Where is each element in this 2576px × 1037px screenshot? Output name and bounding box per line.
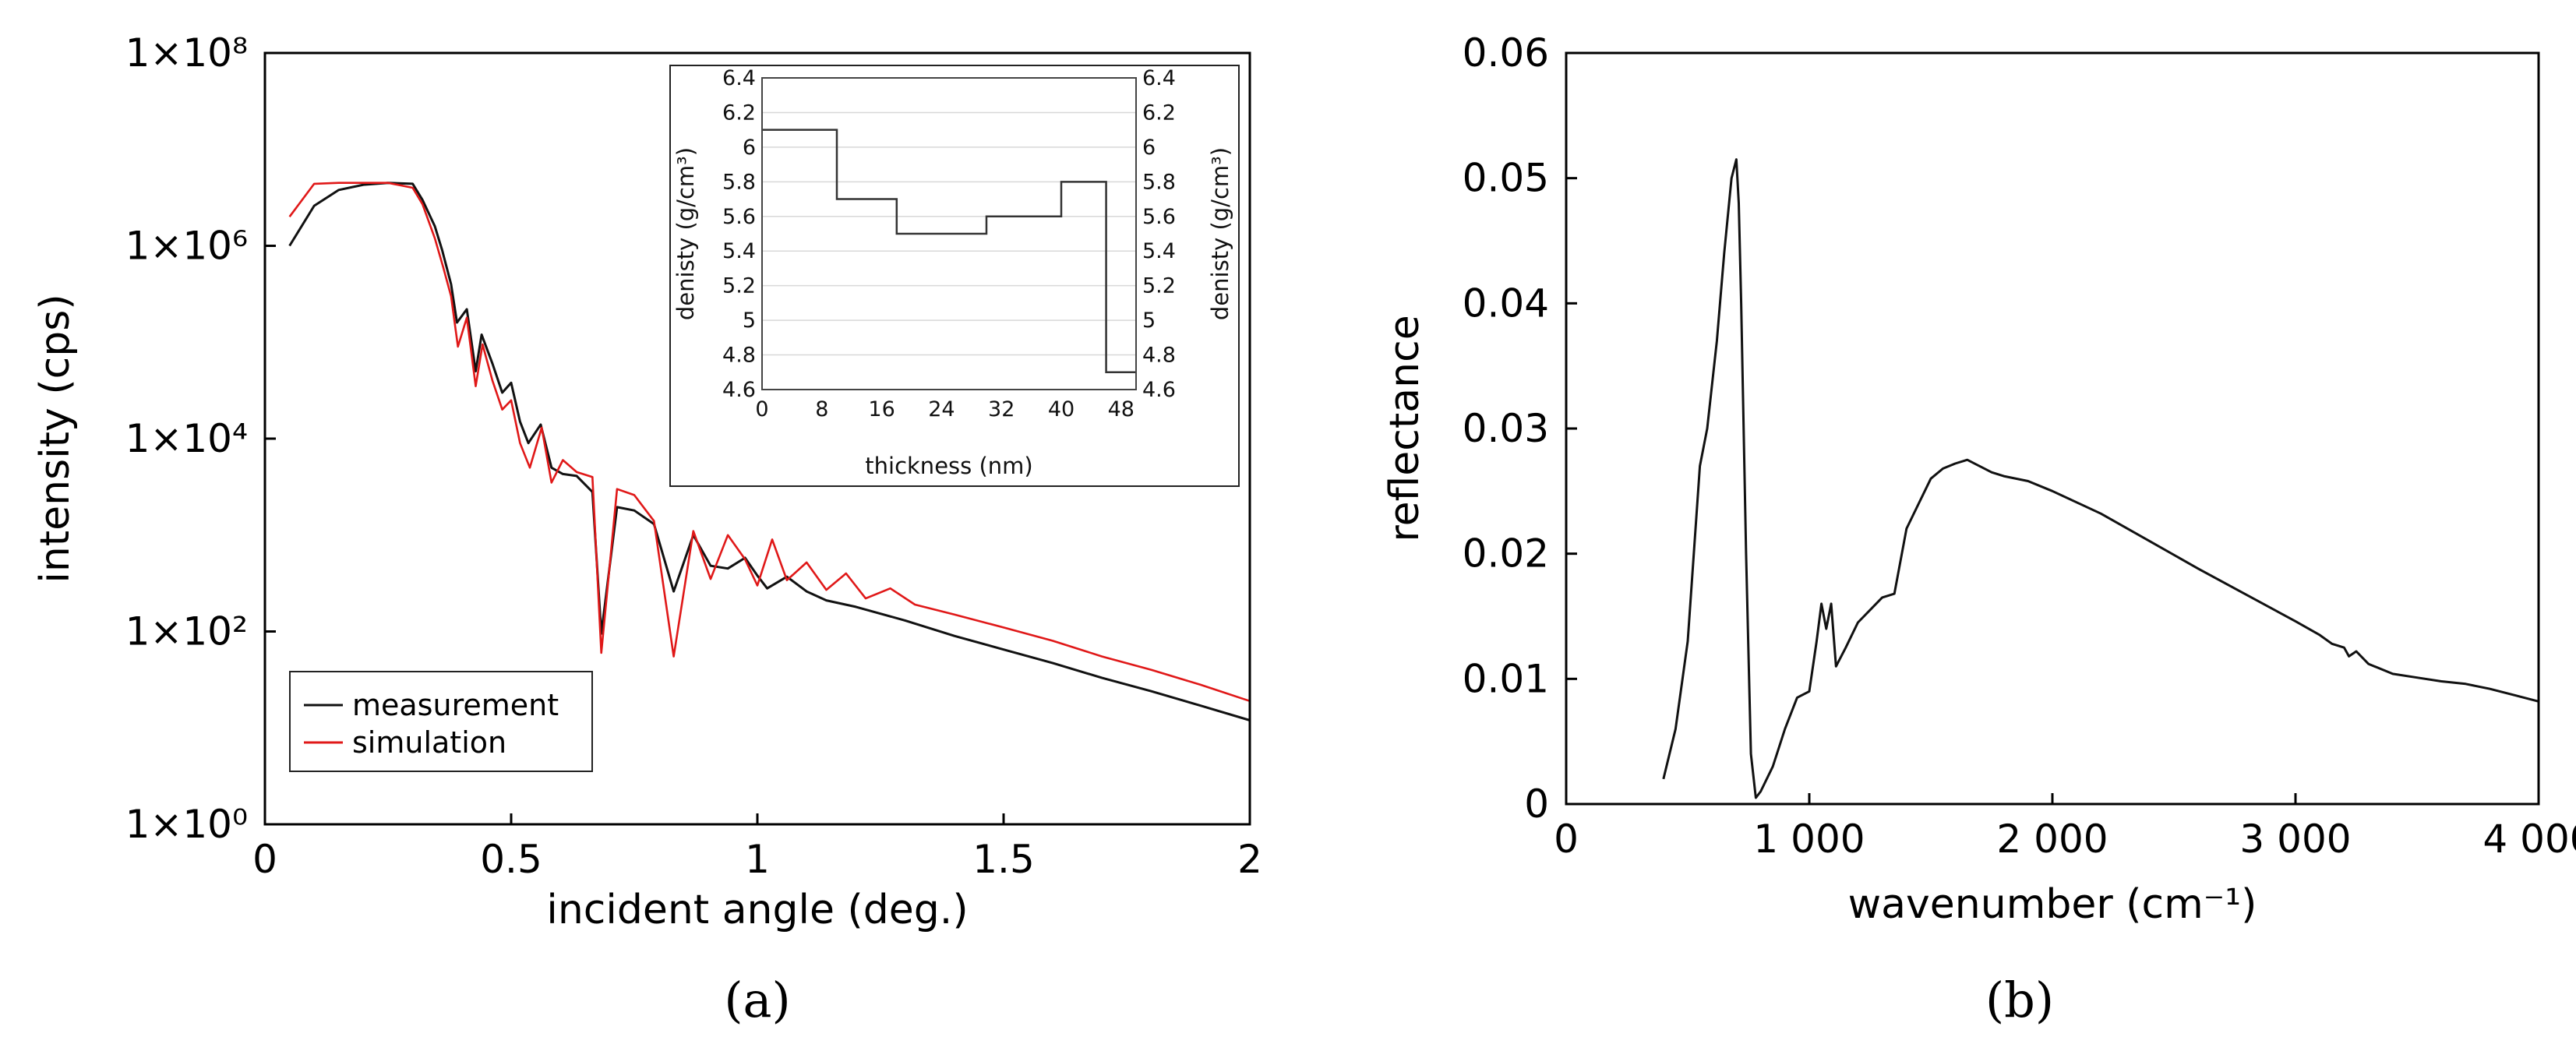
y-tick-label: 0.06: [1463, 30, 1549, 76]
panel-b-xticks: 0 1 000 2 000 3 000 4 000: [1554, 793, 2576, 862]
panel-b-series: [1662, 158, 2539, 799]
inset-y-tick-label-right: 5.4: [1142, 239, 1176, 263]
y-tick-label: 1×10²: [125, 609, 248, 654]
series-line-reflectance: [1662, 158, 2539, 799]
inset-y-tick-label-left: 5.2: [722, 274, 756, 298]
panel-a-legend: measurement simulation: [289, 671, 593, 772]
panel-b-plot-frame: [1565, 51, 2540, 806]
panel-a-series: [288, 182, 1251, 721]
x-tick-label: 1 000: [1753, 817, 1865, 862]
inset-y-tick-label-left: 5.6: [722, 205, 756, 229]
inset-x-tick-label: 8: [815, 397, 828, 422]
inset-y-tick-label-left: 5.8: [722, 170, 756, 194]
y-tick-label: 0.02: [1463, 531, 1549, 577]
inset-box: [669, 65, 1240, 487]
inset-y-tick-label-right: 5.6: [1142, 205, 1176, 229]
inset-y-tick-label-left: 6: [743, 136, 756, 160]
y-tick-label: 1×10⁶: [125, 224, 248, 269]
panel-a-y-axis-label: intensity (cps): [32, 294, 79, 583]
inset-xticks: 0 8 16 24 32 40 48: [755, 397, 1134, 422]
inset-yticks: 4.6 4.6 4.8 4.8 5 5 5.2 5.2 5.4 5.4 5.6 5.6 5.8 5.8 6 6…: [722, 66, 1176, 402]
panel-a-xticks: 0 0.5 1 1.5 2: [252, 813, 1262, 882]
x-tick-label: 0: [252, 837, 277, 882]
inset-y-tick-label-left: 5.4: [722, 239, 756, 263]
inset-y-tick-label-left: 4.8: [722, 344, 756, 368]
inset-y-tick-label-right: 6: [1142, 136, 1156, 160]
inset-x-tick-label: 32: [988, 397, 1015, 422]
panel-a-yticks: 1×10⁰ 1×10² 1×10⁴ 1×10⁶ 1×10⁸: [125, 30, 276, 847]
inset-x-axis-label: thickness (nm): [865, 453, 1032, 479]
y-tick-label: 1×10⁴: [125, 416, 248, 461]
panel-a-x-axis-label: incident angle (deg.): [546, 887, 968, 933]
panel-a-label: (a): [724, 972, 790, 1028]
panel-b: 0 0.01 0.02 0.03 0.04 0.05 0.06 0 1 000 2 000 3 0…: [1382, 30, 2576, 1028]
inset-y-tick-label-left: 5: [743, 309, 756, 333]
y-tick-label: 0.01: [1463, 656, 1549, 701]
legend-label-simulation: simulation: [352, 725, 506, 760]
series-line-simulation: [288, 182, 1251, 703]
x-tick-label: 0: [1554, 817, 1579, 862]
inset-y-tick-label-right: 6.2: [1142, 101, 1176, 125]
y-tick-label: 0.04: [1463, 280, 1549, 326]
x-tick-label: 0.5: [480, 837, 542, 882]
panel-a: 1×10⁰ 1×10² 1×10⁴ 1×10⁶ 1×10⁸ 0 0.5 1 1.5 2 inci…: [32, 30, 1262, 1028]
x-tick-label: 2 000: [1996, 817, 2108, 862]
inset-x-tick-label: 24: [928, 397, 955, 422]
inset-x-tick-label: 40: [1048, 397, 1075, 422]
x-tick-label: 3 000: [2239, 817, 2351, 862]
y-tick-label: 0.05: [1463, 156, 1549, 201]
panel-b-label: (b): [1985, 972, 2054, 1028]
panel-b-y-axis-label: reflectance: [1382, 315, 1428, 541]
inset-y-tick-label-left: 6.4: [722, 66, 756, 90]
inset-y-tick-label-right: 5: [1142, 309, 1156, 333]
y-tick-label: 1×10⁰: [125, 802, 248, 847]
inset-y-axis-label-left: denisty (g/cm³): [672, 147, 699, 320]
inset-y-tick-label-right: 5.8: [1142, 170, 1176, 194]
legend-box: [289, 671, 593, 772]
inset-plot-frame: [761, 77, 1137, 390]
x-tick-label: 4 000: [2482, 817, 2576, 862]
inset-y-tick-label-right: 4.6: [1142, 378, 1176, 402]
panel-b-yticks: 0 0.01 0.02 0.03 0.04 0.05 0.06: [1463, 30, 1577, 827]
inset-x-tick-label: 0: [755, 397, 768, 422]
legend-label-measurement: measurement: [352, 688, 559, 722]
x-tick-label: 1.5: [972, 837, 1035, 882]
inset-y-tick-label-left: 6.2: [722, 101, 756, 125]
y-tick-label: 0.03: [1463, 406, 1549, 451]
inset-y-tick-label-right: 6.4: [1142, 66, 1176, 90]
y-tick-label: 1×10⁸: [125, 30, 248, 76]
panel-a-inset: 4.6 4.6 4.8 4.8 5 5 5.2 5.2 5.4 5.4 5.6 5.6 5.8 5.8 6 6…: [669, 65, 1240, 487]
inset-y-tick-label-right: 4.8: [1142, 344, 1176, 368]
inset-density-profile: [762, 129, 1136, 374]
inset-y-axis-label-right: denisty (g/cm³): [1207, 147, 1233, 320]
x-tick-label: 1: [745, 837, 770, 882]
inset-y-tick-label-left: 4.6: [722, 378, 756, 402]
panel-b-x-axis-label: wavenumber (cm⁻¹): [1848, 881, 2257, 928]
x-tick-label: 2: [1237, 837, 1262, 882]
inset-x-tick-label: 16: [868, 397, 895, 422]
inset-density-step-line: [762, 129, 1136, 374]
y-tick-label: 0: [1524, 781, 1549, 827]
inset-x-tick-label: 48: [1108, 397, 1134, 422]
inset-y-tick-label-right: 5.2: [1142, 274, 1176, 298]
